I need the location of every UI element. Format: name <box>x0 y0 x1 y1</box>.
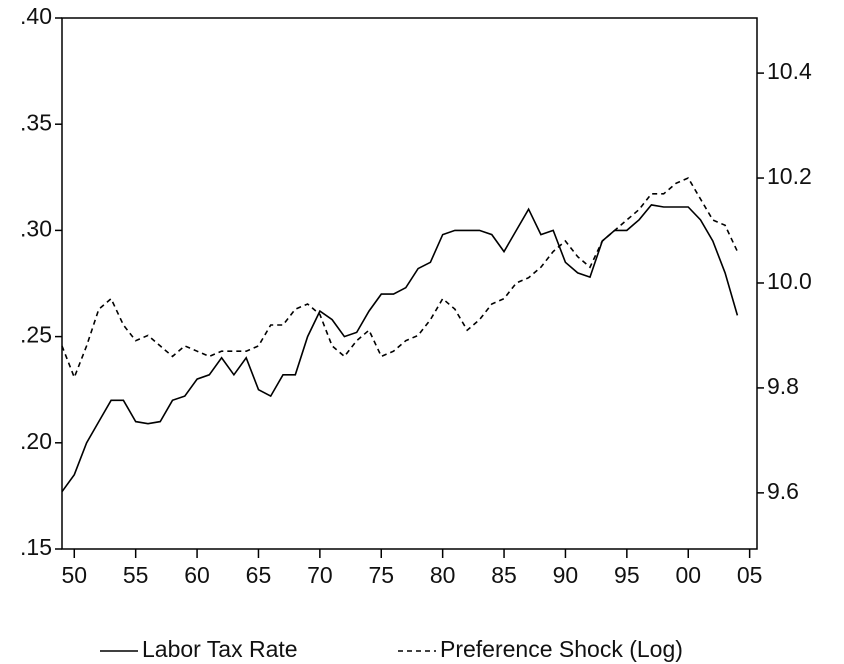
legend-label: Preference Shock (Log) <box>440 636 683 662</box>
y-tick-label: .35 <box>20 109 52 135</box>
y2-tick-label: 9.6 <box>767 478 799 504</box>
x-tick-label: 55 <box>123 562 149 588</box>
x-tick-label: 50 <box>61 562 87 588</box>
y-tick-label: .30 <box>20 215 52 241</box>
x-tick-label: 95 <box>614 562 640 588</box>
plot-frame <box>61 17 758 550</box>
y-tick-label: .20 <box>20 428 52 454</box>
y2-tick-label: 9.8 <box>767 373 799 399</box>
x-tick-label: 60 <box>184 562 210 588</box>
series-line <box>61 176 739 380</box>
y2-tick-label: 10.2 <box>767 163 812 189</box>
legend-label: Labor Tax Rate <box>142 636 298 662</box>
x-tick-label: 90 <box>553 562 579 588</box>
x-tick-label: 65 <box>246 562 272 588</box>
series-line <box>61 204 739 493</box>
y-tick-label: .40 <box>20 3 52 29</box>
x-tick-label: 70 <box>307 562 333 588</box>
x-tick-label: 80 <box>430 562 456 588</box>
y-tick-label: .15 <box>20 534 52 560</box>
y2-tick-label: 10.4 <box>767 58 812 84</box>
x-tick-label: 85 <box>491 562 517 588</box>
x-tick-label: 75 <box>368 562 394 588</box>
x-tick-label: 00 <box>675 562 701 588</box>
y-tick-label: .25 <box>20 322 52 348</box>
y2-tick-label: 10.0 <box>767 268 812 294</box>
x-tick-label: 05 <box>737 562 763 588</box>
